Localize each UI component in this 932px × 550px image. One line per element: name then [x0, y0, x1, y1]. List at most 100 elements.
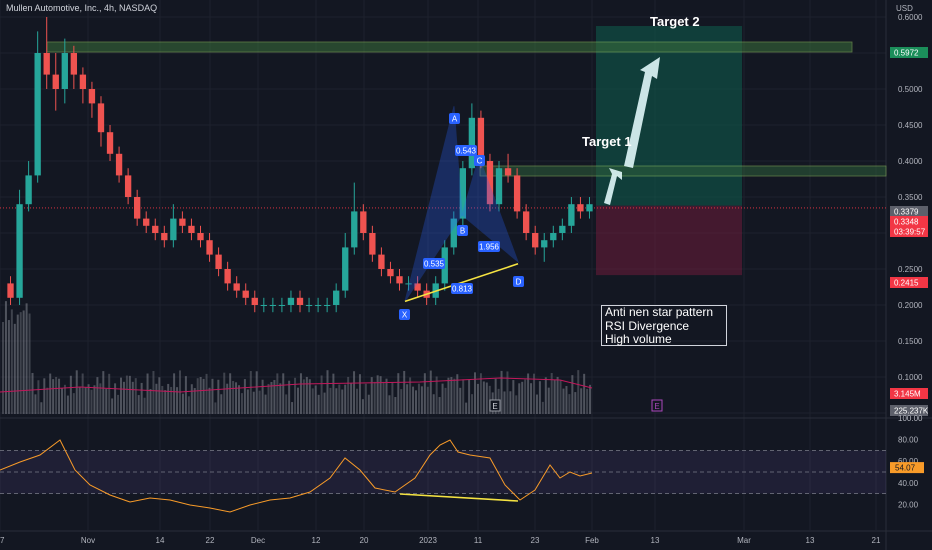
- candle-body[interactable]: [251, 297, 258, 305]
- volume-bar: [131, 381, 134, 414]
- price-axis-badge[interactable]: [890, 226, 928, 237]
- loss-zone[interactable]: [596, 205, 742, 276]
- price-divergence-line[interactable]: [404, 263, 519, 303]
- rsi-axis-badge[interactable]: [890, 462, 924, 474]
- candle-body[interactable]: [43, 53, 50, 75]
- candle-body[interactable]: [61, 53, 68, 89]
- candle-body[interactable]: [577, 204, 584, 212]
- candle-body[interactable]: [468, 117, 476, 169]
- candle-body[interactable]: [97, 103, 105, 133]
- price-axis-badge[interactable]: [890, 388, 928, 399]
- price-axis-badge[interactable]: [890, 405, 928, 416]
- candle-body[interactable]: [34, 53, 41, 176]
- candle-body[interactable]: [513, 175, 521, 212]
- candle-body[interactable]: [115, 153, 123, 176]
- candle-body[interactable]: [287, 297, 295, 305]
- candle-body[interactable]: [550, 233, 557, 241]
- candle-body[interactable]: [278, 305, 286, 306]
- candle-body[interactable]: [152, 225, 159, 233]
- candle-body[interactable]: [170, 218, 177, 241]
- candle-body[interactable]: [79, 74, 87, 89]
- candle-body[interactable]: [532, 233, 539, 248]
- candle-body[interactable]: [134, 197, 141, 219]
- candle-body[interactable]: [504, 168, 512, 176]
- candle-body[interactable]: [242, 290, 249, 298]
- candle-body[interactable]: [323, 305, 331, 306]
- price-axis-badge[interactable]: [890, 277, 928, 288]
- candle-body[interactable]: [296, 297, 304, 305]
- candle-body[interactable]: [333, 290, 340, 305]
- candle-body[interactable]: [522, 211, 530, 233]
- rsi-divergence-line[interactable]: [399, 493, 519, 502]
- candle-body[interactable]: [360, 211, 367, 233]
- candle-body[interactable]: [305, 305, 313, 306]
- candle-body[interactable]: [161, 233, 168, 241]
- candle-body[interactable]: [52, 74, 59, 89]
- profit-zone[interactable]: [596, 26, 742, 206]
- candle-body[interactable]: [143, 218, 150, 226]
- time-axis-tick: Nov: [81, 536, 95, 545]
- symbol-title[interactable]: Mullen Automotive, Inc., 4h, NASDAQ: [6, 3, 158, 13]
- candle-body[interactable]: [450, 218, 457, 248]
- candle-body[interactable]: [396, 276, 403, 284]
- target1-zone[interactable]: [479, 165, 887, 177]
- event-marker[interactable]: [651, 399, 663, 412]
- pattern-point-badge[interactable]: [449, 113, 460, 124]
- pattern-point-badge[interactable]: [513, 276, 524, 287]
- candle-body[interactable]: [586, 204, 593, 212]
- pattern-point-badge[interactable]: [399, 309, 410, 320]
- volume-bar: [2, 322, 4, 414]
- pattern-bcd[interactable]: [461, 155, 520, 264]
- ratio-badge[interactable]: [423, 258, 445, 269]
- candle-body[interactable]: [215, 254, 222, 269]
- volume-bar: [317, 394, 320, 414]
- ratio-badge[interactable]: [455, 145, 477, 156]
- candle-body[interactable]: [179, 218, 186, 226]
- candle-body[interactable]: [477, 117, 485, 161]
- candle-body[interactable]: [459, 168, 466, 219]
- candle-body[interactable]: [486, 161, 494, 205]
- target2-arrow[interactable]: [624, 57, 660, 168]
- candle-body[interactable]: [260, 305, 267, 306]
- candle-body[interactable]: [559, 225, 566, 233]
- candle-body[interactable]: [314, 305, 322, 306]
- candle-body[interactable]: [369, 233, 376, 255]
- candle-body[interactable]: [7, 283, 14, 298]
- candle-body[interactable]: [342, 247, 349, 291]
- candle-body[interactable]: [495, 168, 503, 205]
- target2-zone[interactable]: [46, 41, 853, 53]
- candle-body[interactable]: [351, 211, 358, 248]
- price-axis-badge[interactable]: [890, 206, 928, 217]
- pattern-point-badge[interactable]: [474, 155, 485, 166]
- target1-arrow[interactable]: [604, 168, 622, 205]
- pattern-xab[interactable]: [404, 106, 463, 302]
- candle-body[interactable]: [414, 283, 421, 291]
- volume-bar: [66, 395, 69, 414]
- candle-body[interactable]: [25, 175, 32, 205]
- candle-body[interactable]: [124, 175, 132, 197]
- rsi-line[interactable]: [0, 439, 593, 513]
- candle-body[interactable]: [224, 269, 231, 284]
- candle-body[interactable]: [88, 89, 96, 104]
- ratio-badge[interactable]: [478, 241, 500, 252]
- candle-body[interactable]: [387, 269, 394, 277]
- ratio-badge[interactable]: [451, 283, 473, 294]
- candle-body[interactable]: [269, 305, 277, 306]
- candle-body[interactable]: [206, 240, 213, 255]
- candle-body[interactable]: [378, 254, 385, 269]
- price-axis-badge[interactable]: [890, 216, 928, 227]
- candle-body[interactable]: [16, 204, 23, 298]
- candle-body[interactable]: [405, 283, 412, 285]
- event-marker[interactable]: [489, 399, 501, 412]
- candle-body[interactable]: [188, 225, 195, 233]
- candle-body[interactable]: [106, 132, 114, 154]
- pattern-point-badge[interactable]: [457, 225, 468, 236]
- candle-body[interactable]: [197, 233, 204, 241]
- candle-body[interactable]: [70, 53, 78, 75]
- candle-body[interactable]: [233, 283, 240, 291]
- price-axis-badge[interactable]: [890, 47, 928, 58]
- candle-body[interactable]: [541, 240, 548, 248]
- candle-body[interactable]: [568, 204, 575, 226]
